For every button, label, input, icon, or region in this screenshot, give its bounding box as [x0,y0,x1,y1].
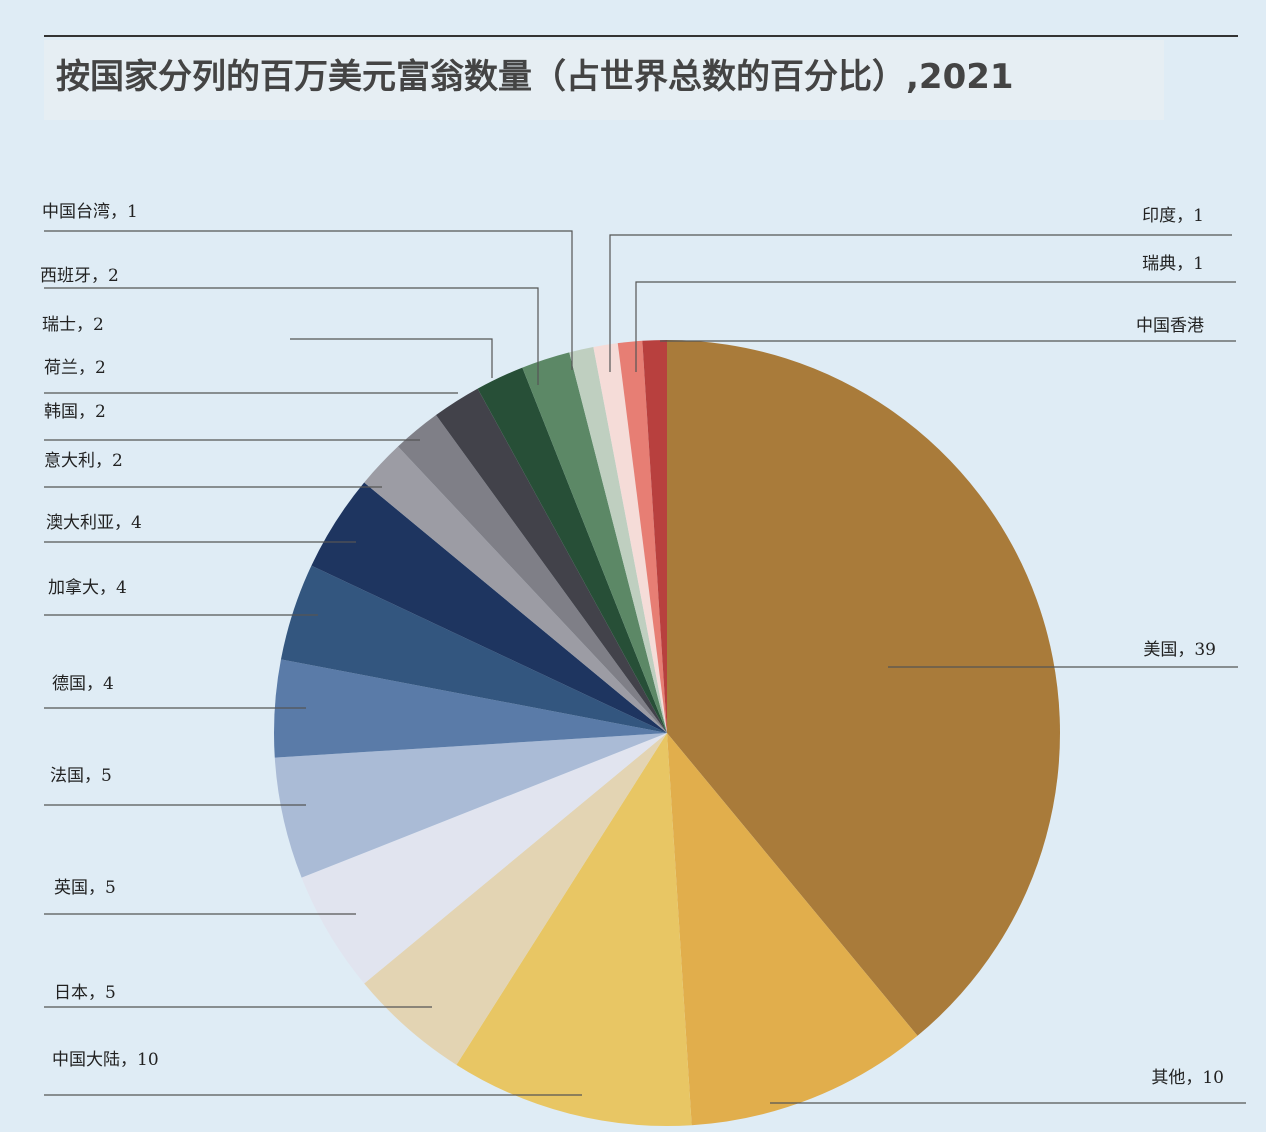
pie-slice [477,367,667,733]
pie-slice [593,343,667,733]
pie-slice [569,346,667,733]
pie-slice [274,733,667,878]
pie-slice [274,659,667,758]
pie-slice [364,733,667,1065]
slice-label: 澳大利亚，4 [46,513,142,533]
slice-label: 美国，39 [1143,640,1216,660]
pie-slices [274,340,1061,1126]
leader-line [609,234,1232,372]
slice-label: 韩国，2 [44,402,106,422]
pie-slice [311,482,667,733]
slice-label: 荷兰，2 [44,358,106,378]
leader-line [44,287,539,385]
pie-slice [364,446,667,733]
pie-slice [617,340,667,733]
slice-labels: 美国，39 其他，10 中国大陆，10 日本，5 英国，5 法国，5 德国，4 加拿大，4 澳大… [40,202,1224,1088]
slice-label: 中国香港 [1136,316,1204,336]
slice-label: 英国，5 [54,878,116,898]
pie-slice [667,733,918,1126]
pie-slice [456,733,692,1126]
pie-slice [667,340,1061,1036]
leader-line [290,338,493,378]
slice-label: 瑞士，2 [42,315,104,335]
pie-slice [397,415,667,733]
leader-line [44,230,573,370]
pie-slice [642,340,667,733]
label-leaders [44,230,1246,1104]
slice-label: 其他，10 [1151,1068,1224,1088]
slice-label: 德国，4 [52,674,114,694]
slice-label: 中国台湾，1 [42,202,138,222]
pie-slice [301,733,667,984]
title-background [44,40,1164,120]
slice-label: 意大利，2 [44,451,123,471]
pie-slice [436,388,667,733]
pie-slice [522,352,667,733]
slice-label: 瑞典，1 [1142,254,1204,274]
leader-line [635,281,1236,372]
pie-slice [280,565,667,733]
slice-label: 中国大陆，10 [52,1050,159,1070]
chart-title: 按国家分列的百万美元富翁数量（占世界总数的百分比）,2021 [56,57,1014,97]
slice-label: 法国，5 [50,766,112,786]
slice-label: 西班牙，2 [40,266,119,286]
slice-label: 印度，1 [1142,206,1204,226]
slice-label: 加拿大，4 [48,577,127,598]
slice-label: 日本，5 [54,983,116,1003]
